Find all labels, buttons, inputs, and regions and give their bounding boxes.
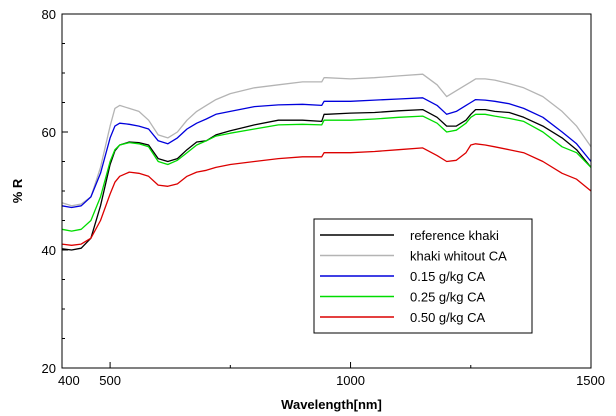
x-axis-title: Wavelength[nm] — [281, 397, 382, 412]
y-tick-label: 20 — [42, 361, 56, 376]
y-axis-title: % R — [10, 178, 25, 203]
x-tick-label: 1000 — [336, 373, 365, 388]
x-tick-label: 1500 — [576, 373, 605, 388]
y-tick-label: 80 — [42, 7, 56, 22]
legend-label: 0.15 g/kg CA — [410, 269, 485, 284]
plot-lines — [61, 73, 592, 251]
legend-label: reference khaki — [410, 228, 499, 243]
series-line-1 — [61, 73, 592, 207]
x-tick-label: 400 — [58, 373, 80, 388]
series-line-2 — [61, 97, 592, 209]
y-tick-label: 60 — [42, 125, 56, 140]
legend-label: khaki whitout CA — [410, 249, 507, 264]
legend-label: 0.25 g/kg CA — [410, 290, 485, 305]
axes: 20 40 60 80 400 500 1000 1500 — [42, 7, 605, 388]
series-line-3 — [61, 113, 592, 232]
legend-label: 0.50 g/kg CA — [410, 310, 485, 325]
series-line-4 — [61, 143, 592, 246]
x-tick-label: 500 — [99, 373, 121, 388]
y-tick-label: 40 — [42, 243, 56, 258]
legend: reference khaki khaki whitout CA 0.15 g/kg… — [313, 218, 533, 334]
